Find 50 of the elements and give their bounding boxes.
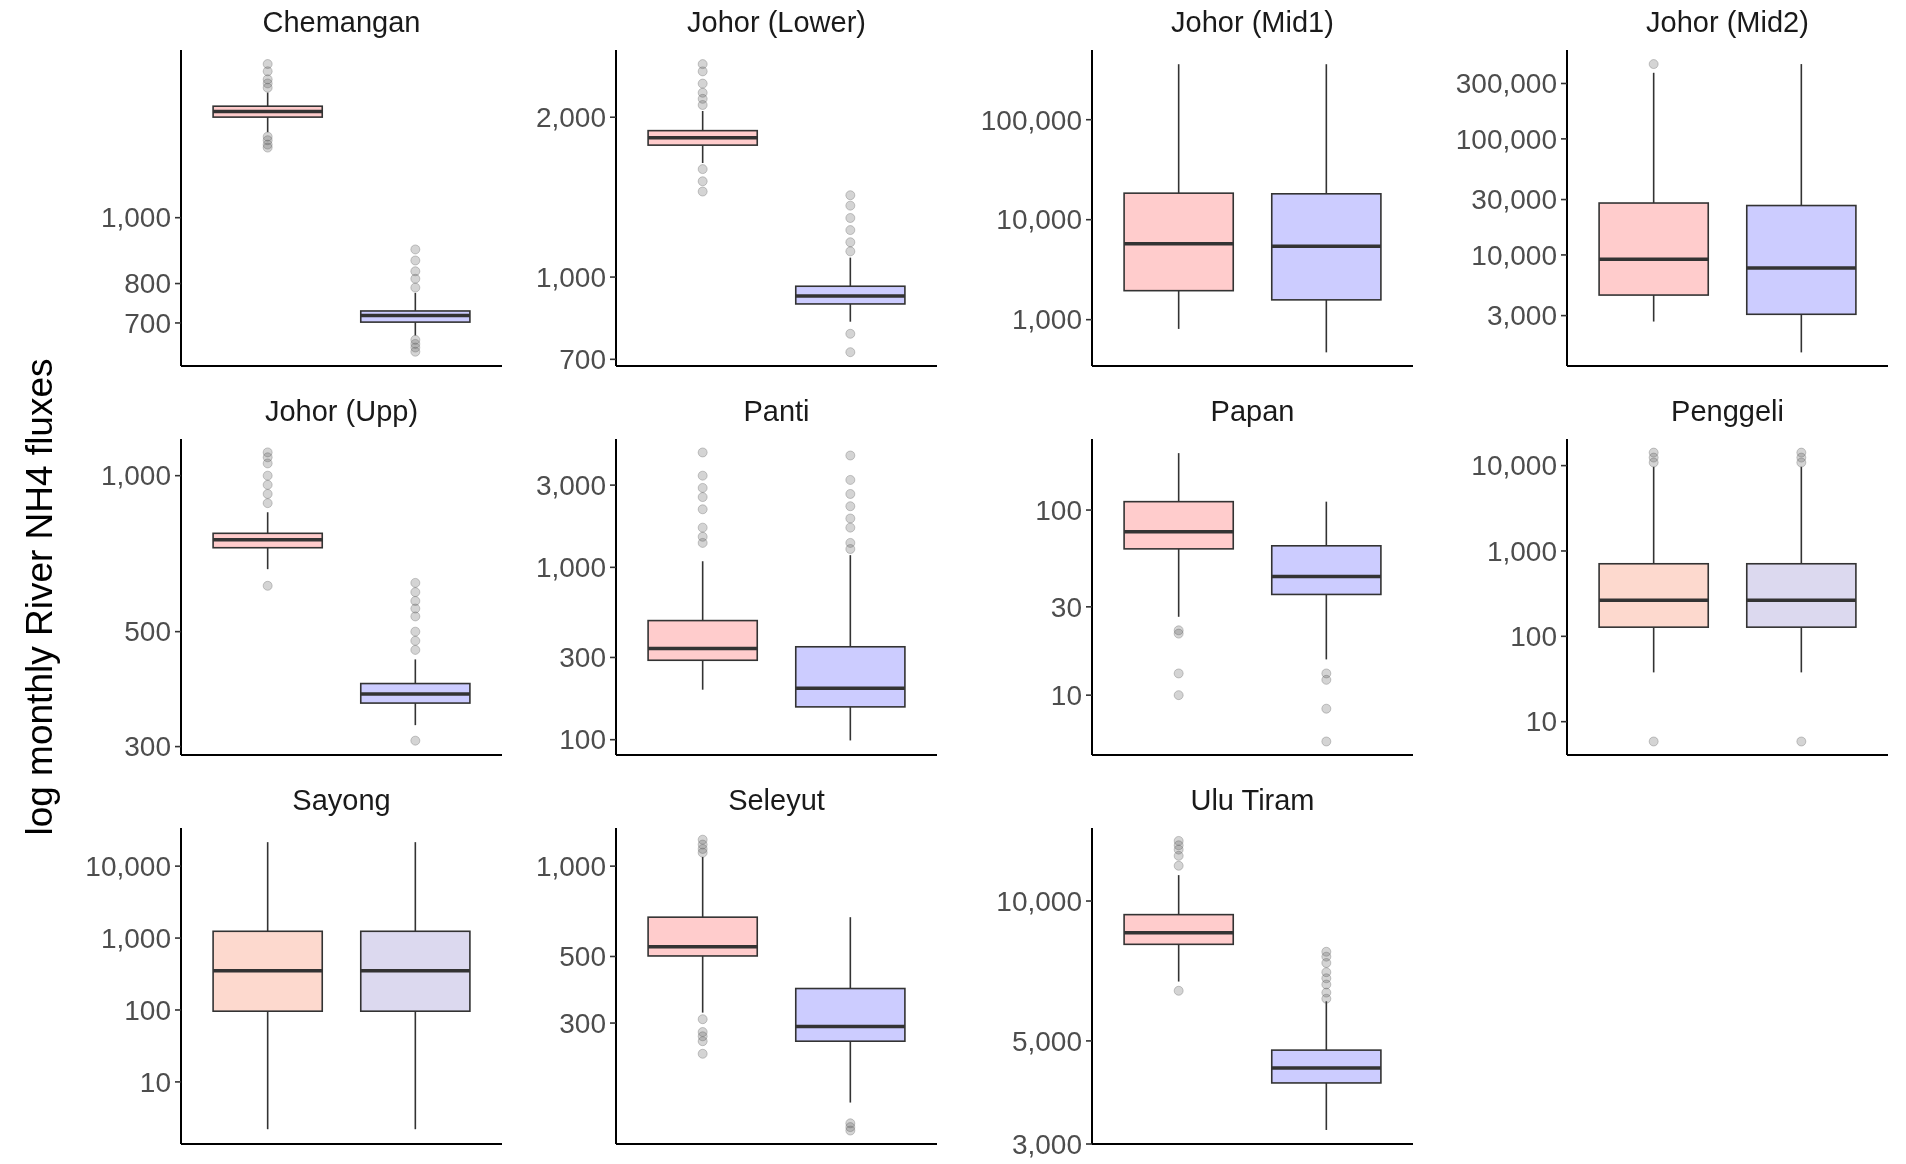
y-tick-label: 3,000 xyxy=(1011,1128,1082,1160)
y-tick-label: 1,000 xyxy=(100,202,171,234)
y-tick-label: 1,000 xyxy=(1011,304,1082,336)
y-tick-label: 1,000 xyxy=(1486,535,1557,567)
y-tick-label: 100 xyxy=(124,994,171,1026)
y-tick-label: 300 xyxy=(559,1007,606,1039)
y-tick-label: 1,000 xyxy=(535,261,606,293)
y-tick-label: 5,000 xyxy=(1011,1025,1082,1057)
y-tick-label: 10,000 xyxy=(1471,239,1557,271)
chart-title: Johor (Mid1) xyxy=(1171,6,1334,38)
chart-title: Penggeli xyxy=(1671,395,1784,427)
y-tick-label: 10 xyxy=(1525,706,1557,738)
chart-title: Johor (Mid2) xyxy=(1646,6,1809,38)
y-tick-label: 10,000 xyxy=(1471,450,1557,482)
y-tick-label: 2,000 xyxy=(535,102,606,134)
chart-title: Seleyut xyxy=(728,784,825,816)
chart-title: Chemangan xyxy=(262,6,421,38)
chart-title: Ulu Tiram xyxy=(1190,784,1315,816)
chart-title: Sayong xyxy=(292,784,391,816)
y-tick-label: 300 xyxy=(124,731,171,763)
y-tick-label: 1,000 xyxy=(535,552,606,584)
y-tick-label: 1,000 xyxy=(100,460,171,492)
y-tick-label: 700 xyxy=(559,344,606,376)
y-tick-label: 300 xyxy=(559,642,606,674)
y-tick-label: 100,000 xyxy=(980,104,1082,136)
y-tick-label: 100 xyxy=(559,724,606,756)
y-tick-label: 300,000 xyxy=(1455,68,1557,100)
y-tick-label: 3,000 xyxy=(535,469,606,501)
y-tick-label: 100 xyxy=(1510,621,1557,653)
chart-title: Panti xyxy=(743,395,810,427)
y-tick-label: 10,000 xyxy=(996,885,1082,917)
y-tick-label: 30,000 xyxy=(1471,184,1557,216)
y-tick-label: 100,000 xyxy=(1455,123,1557,155)
y-tick-label: 10 xyxy=(139,1066,171,1098)
y-tick-label: 3,000 xyxy=(1486,300,1557,332)
y-axis-title: log monthly River NH4 fluxes xyxy=(19,358,60,836)
y-tick-label: 500 xyxy=(124,616,171,648)
y-tick-label: 1,000 xyxy=(100,922,171,954)
y-tick-label: 500 xyxy=(559,941,606,973)
y-tick-label: 1,000 xyxy=(535,850,606,882)
y-tick-label: 10,000 xyxy=(996,204,1082,236)
chart-title: Johor (Lower) xyxy=(687,6,866,38)
chart-title: Papan xyxy=(1210,395,1295,427)
y-tick-label: 10,000 xyxy=(85,850,171,882)
y-tick-label: 10 xyxy=(1050,679,1082,711)
y-tick-label: 100 xyxy=(1035,494,1082,526)
y-tick-label: 30 xyxy=(1050,591,1082,623)
y-tick-label: 700 xyxy=(124,307,171,339)
chart-title: Johor (Upp) xyxy=(264,395,419,427)
y-tick-label: 800 xyxy=(124,268,171,300)
